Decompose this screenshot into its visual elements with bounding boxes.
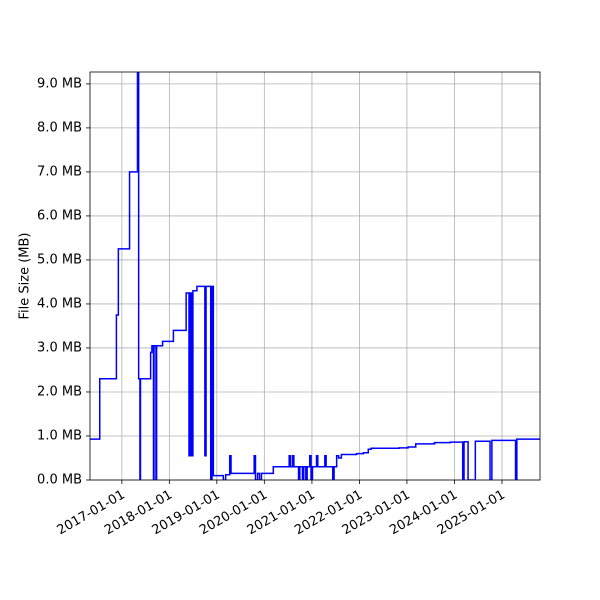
y-tick-label: 9.0 MB [37, 76, 82, 91]
y-tick-label: 4.0 MB [37, 296, 82, 311]
y-tick-label: 0.0 MB [37, 473, 82, 488]
y-tick-label: 7.0 MB [37, 164, 82, 179]
plot-frame [89, 71, 541, 481]
y-tick-label: 2.0 MB [37, 384, 82, 399]
y-tick-label: 6.0 MB [37, 208, 82, 223]
y-tick-label: 8.0 MB [37, 120, 82, 135]
data-line [90, 72, 540, 480]
y-tick-label: 1.0 MB [37, 428, 82, 443]
y-tick-label: 3.0 MB [37, 340, 82, 355]
y-axis-label: File Size (MB) [18, 233, 33, 320]
y-tick-label: 5.0 MB [37, 252, 82, 267]
